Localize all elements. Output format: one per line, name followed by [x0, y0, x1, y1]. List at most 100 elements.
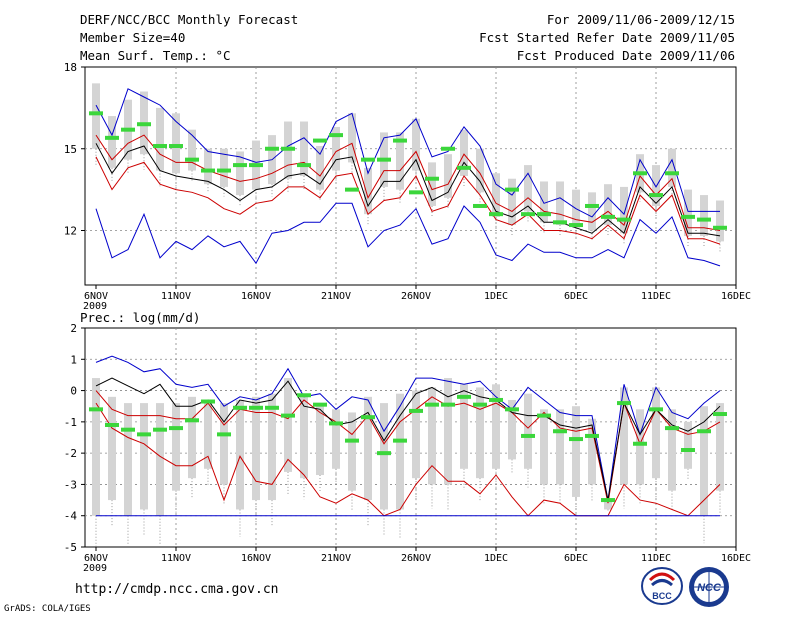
x-tick-label: 6DEC — [564, 291, 588, 302]
mean-bar — [89, 111, 103, 116]
mean-bar — [489, 212, 503, 217]
series-line-ensemble-mean — [95, 377, 721, 501]
mean-bar — [457, 165, 471, 170]
mean-bar — [217, 432, 231, 437]
mean-bar — [361, 157, 375, 162]
mean-bar — [233, 405, 247, 410]
mean-bar — [553, 220, 567, 225]
x-tick-label: 1DEC — [484, 553, 508, 564]
spread-box — [236, 399, 244, 510]
mean-bar — [441, 146, 455, 151]
x-tick-label: 6NOV — [84, 291, 108, 302]
mean-bar — [697, 429, 711, 434]
y-tick-label: 18 — [64, 61, 77, 74]
mean-bar — [633, 441, 647, 446]
series-line-ensemble-mean — [95, 143, 721, 237]
mean-bar — [249, 405, 263, 410]
variable-label: Mean Surf. Temp.: °C — [80, 48, 231, 63]
x-tick-label: 21NOV — [321, 553, 351, 564]
mean-bar — [281, 413, 295, 418]
source-url[interactable]: http://cmdp.ncc.cma.gov.cn — [75, 582, 279, 597]
spread-box — [300, 393, 308, 479]
spread-box — [700, 406, 708, 516]
mean-bar — [233, 163, 247, 168]
y-tick-label: -2 — [64, 447, 77, 460]
spread-box — [444, 154, 452, 198]
spread-box — [492, 173, 500, 217]
mean-bar — [713, 225, 727, 230]
mean-bar — [265, 146, 279, 151]
x-tick-label: 11NOV — [161, 291, 191, 302]
mean-bar — [633, 171, 647, 176]
mean-bar — [281, 146, 295, 151]
mean-bar — [473, 203, 487, 208]
spread-box — [604, 500, 612, 510]
spread-box — [412, 390, 420, 479]
mean-bar — [569, 437, 583, 442]
forecast-period: For 2009/11/06-2009/12/15 — [546, 12, 735, 27]
mean-bar — [121, 427, 135, 432]
x-tick-sublabel: 2009 — [83, 301, 107, 312]
x-tick-label: 16NOV — [241, 553, 271, 564]
spread-box — [556, 409, 564, 485]
spread-box — [108, 116, 116, 168]
spread-box — [284, 378, 292, 472]
mean-bar — [217, 168, 231, 173]
spread-box — [364, 396, 372, 501]
spread-box — [540, 181, 548, 223]
spread-box — [716, 403, 724, 491]
x-tick-label: 21NOV — [321, 291, 351, 302]
spread-box — [492, 384, 500, 469]
mean-bar — [137, 122, 151, 127]
spread-box — [92, 83, 100, 149]
x-tick-label: 26NOV — [401, 291, 431, 302]
ncc-logo-text: NCC — [697, 582, 722, 594]
spread-box — [668, 148, 676, 187]
spread-box — [156, 403, 164, 516]
spread-box — [684, 421, 692, 469]
y-tick-label: 2 — [70, 322, 77, 335]
y-tick-label: -5 — [64, 541, 77, 554]
series-line-lower — [95, 402, 721, 517]
mean-bar — [313, 402, 327, 407]
grads-credit: GrADS: COLA/IGES — [4, 604, 91, 614]
mean-bar — [537, 413, 551, 418]
mean-bar — [585, 203, 599, 208]
y-tick-label: -3 — [64, 478, 77, 491]
mean-bar — [601, 214, 615, 219]
x-tick-label: 1DEC — [484, 291, 508, 302]
spread-box — [300, 121, 308, 176]
mean-bar — [441, 402, 455, 407]
spread-box — [588, 418, 596, 485]
mean-bar — [601, 498, 615, 503]
mean-bar — [105, 135, 119, 140]
mean-bar — [361, 415, 375, 420]
x-tick-label: 16DEC — [721, 553, 751, 564]
mean-bar — [473, 402, 487, 407]
x-tick-label: 6DEC — [564, 553, 588, 564]
x-tick-label: 11DEC — [641, 553, 671, 564]
mean-bar — [681, 214, 695, 219]
mean-bar — [249, 163, 263, 168]
spread-box — [188, 396, 196, 479]
y-tick-label: 15 — [64, 143, 77, 156]
spread-box — [620, 186, 628, 234]
ncc-logo: NCC — [689, 567, 729, 607]
mean-bar — [537, 212, 551, 217]
mean-bar — [505, 187, 519, 192]
x-tick-label: 16DEC — [721, 291, 751, 302]
mean-bar — [617, 217, 631, 222]
y-tick-label: 12 — [64, 225, 77, 238]
mean-bar — [297, 393, 311, 398]
x-tick-label: 6NOV — [84, 553, 108, 564]
spread-box — [556, 181, 564, 226]
mean-bar — [377, 451, 391, 456]
spread-box — [444, 378, 452, 485]
spread-box — [172, 113, 180, 174]
mean-bar — [553, 429, 567, 434]
mean-bar — [377, 157, 391, 162]
mean-bar — [649, 407, 663, 412]
mean-bar — [585, 433, 599, 438]
mean-bar — [345, 438, 359, 443]
spread-box — [604, 184, 612, 226]
